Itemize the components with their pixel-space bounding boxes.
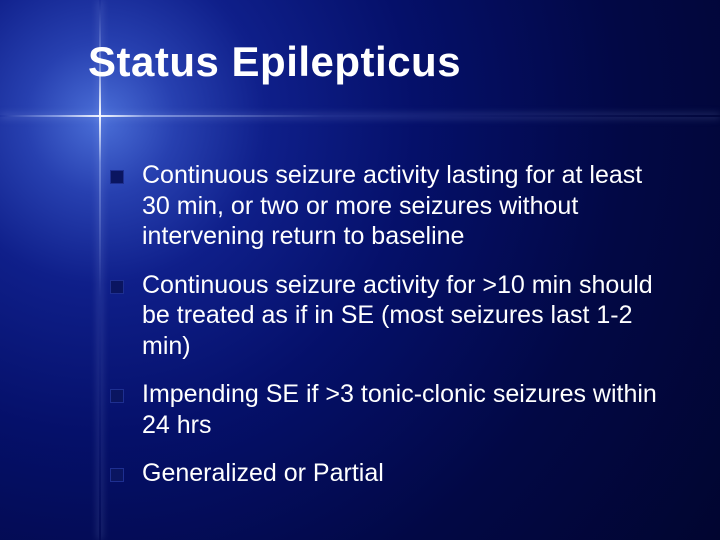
bullet-text: Continuous seizure activity for >10 min … [142,270,670,362]
bullet-text: Generalized or Partial [142,458,670,489]
bullet-item: Continuous seizure activity lasting for … [110,160,670,252]
bullet-item: Continuous seizure activity for >10 min … [110,270,670,362]
slide-title: Status Epilepticus [88,38,461,86]
slide-body: Continuous seizure activity lasting for … [110,160,670,507]
slide: Status Epilepticus Continuous seizure ac… [0,0,720,540]
bullet-item: Generalized or Partial [110,458,670,489]
square-bullet-icon [110,389,124,403]
square-bullet-icon [110,280,124,294]
bullet-text: Continuous seizure activity lasting for … [142,160,670,252]
bullet-text: Impending SE if >3 tonic-clonic seizures… [142,379,670,440]
bullet-item: Impending SE if >3 tonic-clonic seizures… [110,379,670,440]
square-bullet-icon [110,170,124,184]
square-bullet-icon [110,468,124,482]
